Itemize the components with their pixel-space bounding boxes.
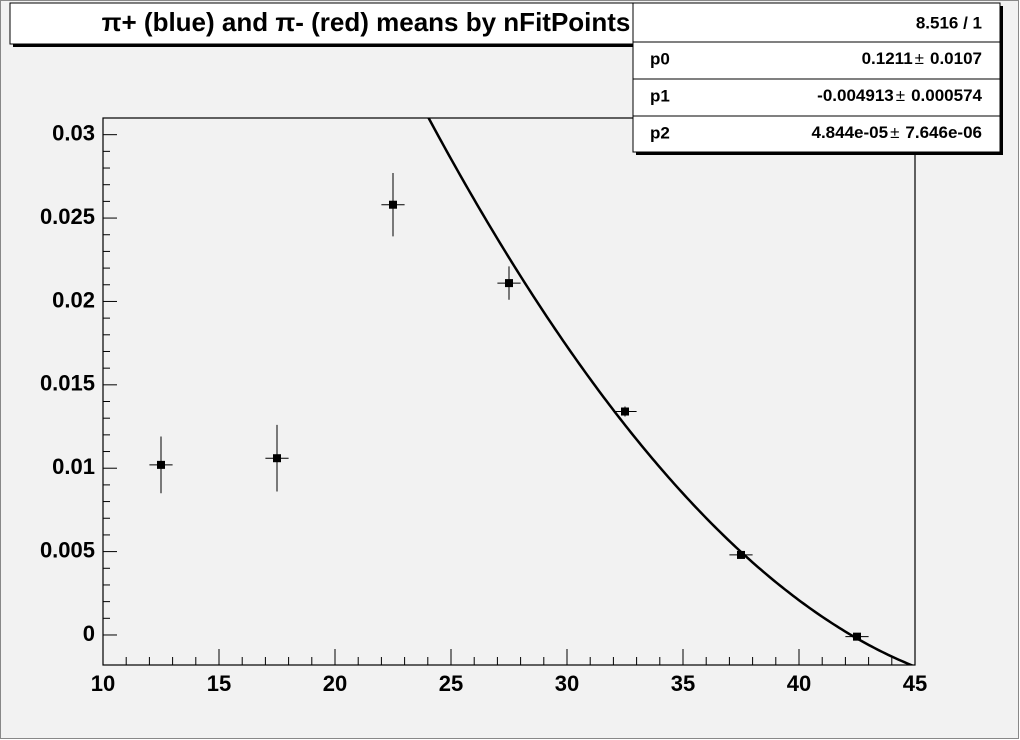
data-point: [273, 454, 281, 463]
fit-curve: [427, 118, 915, 665]
data-point: [389, 200, 397, 209]
y-tick-label: 0.025: [40, 204, 95, 229]
param-value-number: -0.004913: [817, 86, 894, 105]
frame: [102, 117, 916, 666]
data-point: [505, 279, 513, 288]
y-tick-label: 0.03: [52, 120, 95, 145]
param-name: p2: [650, 123, 670, 142]
x-tick-label: 30: [555, 671, 579, 696]
param-error: 7.646e-06: [905, 123, 982, 142]
stats-box: [632, 2, 1001, 153]
chi2-ndf: 8.516 / 1: [916, 13, 982, 32]
param-value: 4.844e-05 ±7.646e-06: [812, 123, 983, 142]
data-point: [157, 460, 165, 469]
x-tick-label: 45: [903, 671, 927, 696]
param-value: -0.004913 ±0.000574: [817, 86, 982, 105]
plus-minus: ±: [915, 49, 924, 68]
y-tick-label: 0: [83, 621, 95, 646]
x-tick-label: 15: [207, 671, 231, 696]
param-value-number: 0.1211: [862, 49, 913, 68]
param-error: 0.000574: [911, 86, 982, 105]
x-tick-label: 20: [323, 671, 347, 696]
x-tick-label: 10: [91, 671, 115, 696]
y-tick-label: 0.005: [40, 537, 95, 562]
param-value: 0.1211 ±0.0107: [862, 49, 982, 68]
param-value-number: 4.844e-05: [812, 123, 889, 142]
param-name: p0: [650, 49, 670, 68]
data-point: [853, 632, 861, 641]
plus-minus: ±: [896, 86, 905, 105]
plot-area: [102, 118, 916, 665]
chart-title: π+ (blue) and π- (red) means by nFitPoin…: [102, 7, 631, 37]
x-tick-label: 40: [787, 671, 811, 696]
data-point: [621, 407, 629, 416]
x-tick-label: 35: [671, 671, 695, 696]
x-tick-label: 25: [439, 671, 463, 696]
param-error: 0.0107: [930, 49, 982, 68]
plus-minus: ±: [890, 123, 899, 142]
y-tick-label: 0.015: [40, 371, 95, 396]
y-tick-label: 0.01: [52, 454, 95, 479]
data-point: [737, 550, 745, 559]
y-tick-label: 0.02: [52, 287, 95, 312]
param-name: p1: [650, 86, 670, 105]
